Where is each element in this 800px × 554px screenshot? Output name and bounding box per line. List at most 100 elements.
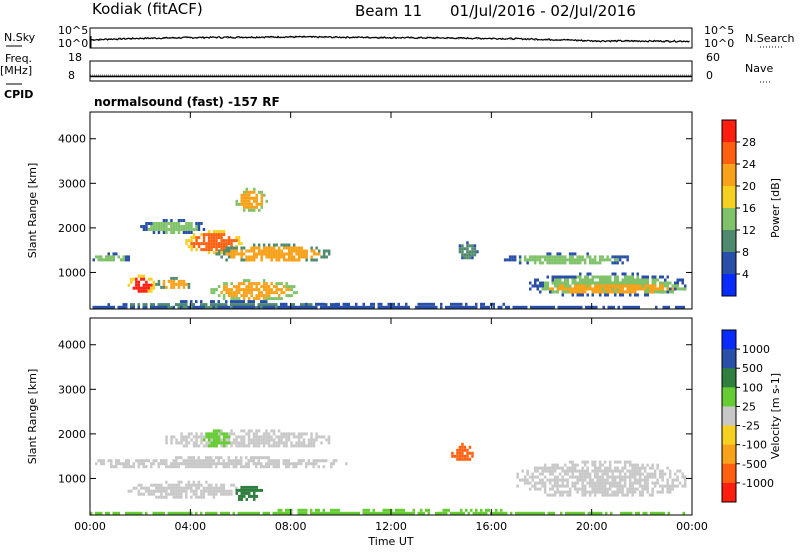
velocity-cell: [310, 438, 313, 442]
velocity-cell: [275, 444, 278, 448]
power-cell: [172, 225, 176, 228]
power-cell: [260, 306, 263, 310]
power-cell: [235, 303, 238, 307]
power-cell: [170, 276, 173, 280]
velocity-colorbar-swatch: [722, 330, 736, 350]
velocity-cell: [252, 435, 256, 439]
power-cell: [282, 291, 286, 295]
power-cell: [485, 305, 488, 309]
velocity-cell: [242, 429, 246, 433]
power-cell: [352, 305, 355, 309]
power-cell: [457, 305, 460, 309]
velocity-cell: [568, 466, 572, 470]
velocity-cell: [253, 485, 256, 489]
velocity-cell: [287, 465, 290, 469]
station-title: Kodiak (fitACF): [92, 0, 203, 18]
power-cell: [167, 279, 171, 283]
velocity-cell: [531, 475, 534, 479]
power-cell: [547, 305, 550, 309]
velocity-cell: [648, 472, 652, 476]
velocity-cell: [272, 432, 276, 436]
velocity-cell: [317, 435, 321, 439]
velocity-cell: [162, 486, 166, 490]
power-cell: [237, 291, 241, 295]
power-cell: [247, 297, 251, 301]
power-cell: [242, 300, 245, 304]
velocity-cell: [631, 481, 634, 485]
velocity-cell: [257, 444, 261, 448]
velocity-cell: [646, 463, 649, 467]
velocity-cell: [140, 492, 143, 496]
power-cell: [292, 246, 296, 250]
power-cell: [337, 302, 340, 306]
power-cell: [604, 293, 607, 297]
velocity-cell: [280, 441, 283, 445]
power-cell: [317, 302, 320, 306]
power-cell: [556, 252, 559, 256]
velocity-cell: [185, 489, 188, 493]
velocity-cell: [255, 488, 258, 492]
nsky-top-tick: 10^5: [58, 24, 89, 37]
velocity-cell: [202, 489, 206, 493]
velocity-cell: [215, 492, 218, 496]
power-cell: [548, 258, 552, 262]
velocity-cell: [613, 469, 617, 473]
velocity-cell: [225, 444, 228, 448]
velocity-cell: [613, 466, 617, 470]
power-cell: [240, 193, 243, 197]
power-cell: [290, 258, 293, 262]
velocity-cell: [480, 511, 483, 515]
velocity-cell: [142, 462, 145, 466]
power-cell: [235, 297, 238, 301]
velocity-cell: [215, 465, 218, 469]
power-colorbar-tick-label: 12: [742, 224, 756, 237]
velocity-cell: [245, 456, 248, 460]
velocity-cell: [175, 489, 178, 493]
power-cell: [609, 281, 612, 285]
velocity-cell: [678, 481, 682, 485]
xtick-label: 08:00: [275, 520, 307, 533]
velocity-cell: [235, 435, 238, 439]
power-cell: [245, 255, 248, 259]
power-cell: [207, 306, 210, 310]
power-cell: [220, 291, 223, 295]
power-cell: [616, 284, 619, 288]
velocity-cell: [611, 478, 614, 482]
power-cell: [272, 305, 275, 309]
velocity-cell: [342, 511, 345, 515]
power-cell: [280, 255, 283, 259]
power-cell: [252, 288, 256, 292]
velocity-cell: [175, 441, 178, 445]
velocity-cell: [170, 511, 173, 515]
power-cell: [646, 293, 649, 297]
velocity-cell: [257, 511, 260, 515]
power-cell: [247, 279, 251, 283]
power-cell: [471, 253, 474, 257]
power-cell: [242, 279, 246, 283]
power-cell: [255, 246, 258, 250]
power-cell: [601, 258, 604, 262]
velocity-cell: [623, 478, 627, 482]
velocity-cell: [240, 497, 243, 501]
velocity-cell: [282, 462, 285, 466]
velocity-cell: [265, 511, 268, 515]
velocity-cell: [272, 438, 276, 442]
power-cell: [165, 303, 168, 307]
velocity-colorbar-frame: [721, 329, 737, 503]
velocity-cell: [653, 472, 657, 476]
velocity-cell: [250, 456, 253, 460]
power-cell: [629, 284, 632, 288]
velocity-cell: [530, 511, 533, 515]
velocity-cell: [297, 444, 301, 448]
power-cell: [372, 302, 375, 306]
velocity-cell: [197, 486, 201, 490]
power-cell: [215, 306, 218, 310]
velocity-cell: [556, 478, 559, 482]
power-cell: [230, 242, 233, 246]
velocity-cell: [200, 432, 203, 436]
power-cell: [614, 284, 617, 288]
power-cell: [122, 255, 125, 259]
velocity-cell: [255, 485, 258, 489]
velocity-cell: [541, 481, 544, 485]
velocity-cell: [287, 462, 290, 466]
